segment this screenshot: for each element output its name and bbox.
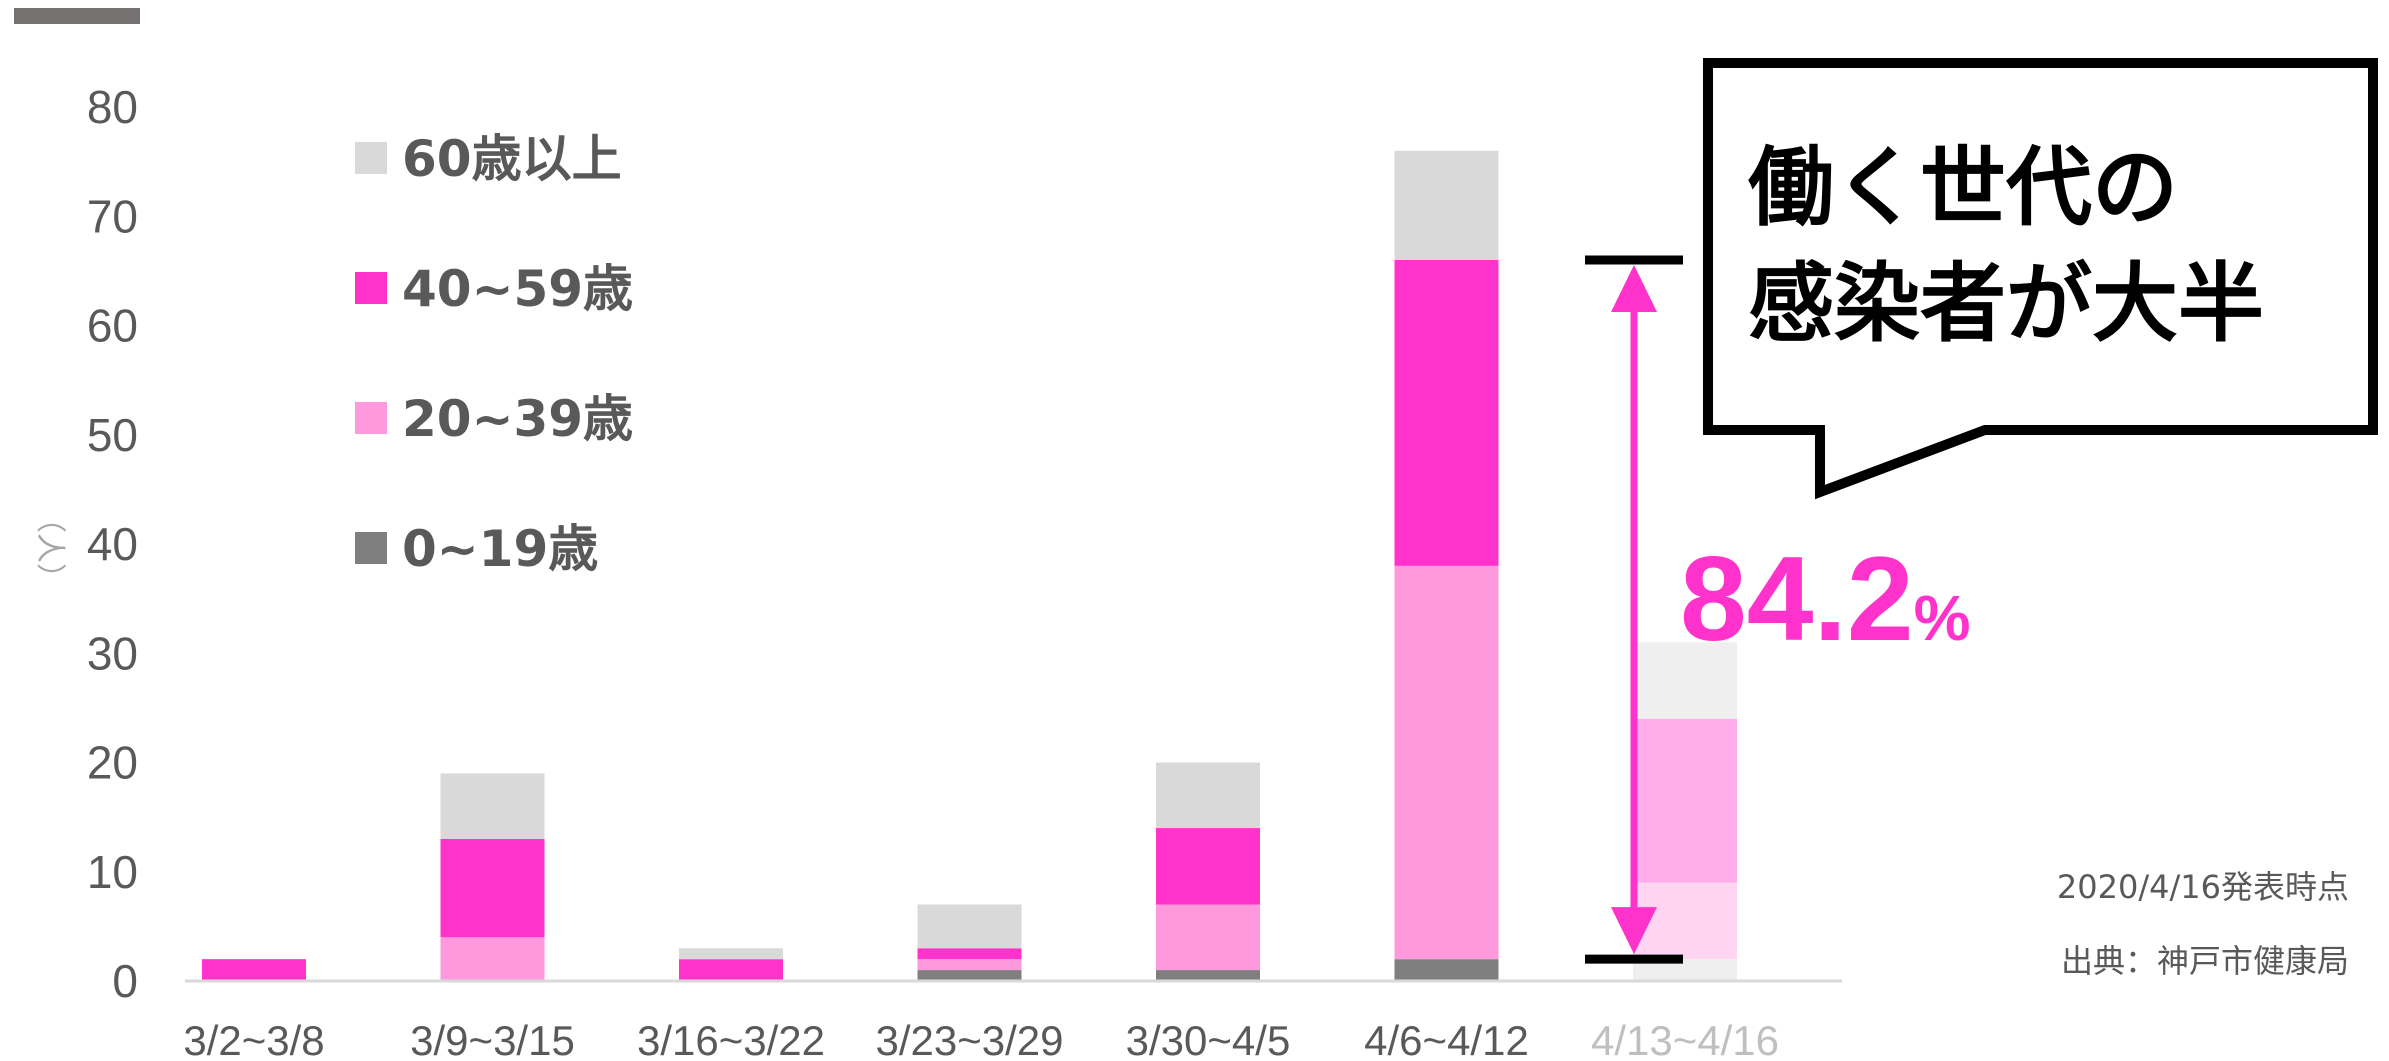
x-axis-ticks: 3/2~3/8 3/9~3/15 3/16~3/22 3/23~3/29 3/30~4/… bbox=[183, 1017, 1779, 1061]
bar-segment bbox=[440, 838, 545, 938]
callout-bubble bbox=[1703, 58, 2378, 500]
bar-segment bbox=[1156, 904, 1260, 971]
bars bbox=[202, 150, 1737, 981]
bracket-arrow-head-up bbox=[1611, 264, 1657, 312]
majority-bracket bbox=[1585, 255, 1683, 964]
bar-segment bbox=[1394, 565, 1499, 960]
legend-swatch-0-19 bbox=[355, 532, 387, 564]
percent-unit: % bbox=[1914, 582, 1971, 654]
bar-segment bbox=[440, 773, 545, 839]
y-tick-label: 60 bbox=[87, 300, 138, 352]
percent-label: 84.2% bbox=[1680, 532, 1970, 666]
bar-segment bbox=[440, 937, 545, 981]
y-tick-label: 50 bbox=[87, 409, 138, 461]
percent-value: 84.2 bbox=[1680, 532, 1914, 666]
bar-faded bbox=[1633, 642, 1737, 981]
x-tick-label: 3/23~3/29 bbox=[875, 1017, 1063, 1061]
legend-label-40-59: 40~59歳 bbox=[402, 260, 633, 318]
bar-segment bbox=[1156, 762, 1260, 829]
bar-segment bbox=[1394, 150, 1499, 260]
y-axis-label: （人） bbox=[32, 503, 67, 593]
legend-label-60-plus: 60歳以上 bbox=[402, 130, 622, 188]
y-tick-label: 10 bbox=[87, 846, 138, 898]
header-bar-fragment bbox=[14, 8, 140, 24]
bar-segment bbox=[1633, 718, 1737, 883]
legend-swatch-60-plus bbox=[355, 142, 387, 174]
x-tick-label: 4/6~4/12 bbox=[1364, 1017, 1529, 1061]
bar-segment bbox=[917, 959, 1022, 971]
y-tick-label: 0 bbox=[112, 955, 138, 1007]
callout-line-2: 感染者が大半 bbox=[1748, 254, 2264, 354]
bar-segment bbox=[1394, 959, 1499, 981]
publication-date-note: 2020/4/16発表時点 bbox=[2057, 868, 2349, 906]
callout-line-1: 働く世代の bbox=[1748, 138, 2178, 238]
y-tick-label: 40 bbox=[87, 518, 138, 570]
y-tick-label: 80 bbox=[87, 81, 138, 133]
x-tick-label: 3/16~3/22 bbox=[637, 1017, 825, 1061]
legend-label-0-19: 0~19歳 bbox=[402, 520, 598, 578]
y-tick-label: 30 bbox=[87, 627, 138, 679]
bar-segment bbox=[1156, 828, 1260, 905]
bar-segment bbox=[679, 948, 783, 960]
bar-segment bbox=[1394, 259, 1499, 566]
x-tick-label: 3/9~3/15 bbox=[410, 1017, 575, 1061]
bar-segment bbox=[1633, 959, 1737, 981]
y-tick-label: 70 bbox=[87, 190, 138, 242]
bar-segment bbox=[917, 904, 1022, 949]
bar-segment bbox=[202, 959, 306, 981]
source-note: 出典：神戸市健康局 bbox=[2061, 942, 2349, 980]
legend-swatch-40-59 bbox=[355, 272, 387, 304]
x-tick-label: 3/2~3/8 bbox=[183, 1017, 324, 1061]
bracket-arrow-head-down bbox=[1611, 907, 1657, 955]
x-tick-label: 3/30~4/5 bbox=[1126, 1017, 1291, 1061]
y-axis-ticks: 0 10 20 30 40 50 60 70 80 bbox=[87, 81, 138, 1007]
x-tick-label: 4/13~4/16 bbox=[1591, 1017, 1779, 1061]
y-tick-label: 20 bbox=[87, 737, 138, 789]
bar-segment bbox=[1633, 882, 1737, 960]
bar-segment bbox=[679, 959, 783, 981]
legend-label-20-39: 20~39歳 bbox=[402, 390, 633, 448]
legend: 60歳以上 40~59歳 20~39歳 0~19歳 bbox=[355, 130, 633, 578]
bar-segment bbox=[1633, 642, 1737, 719]
bar-segment bbox=[917, 948, 1022, 960]
bar-segment bbox=[917, 970, 1022, 981]
bar-segment bbox=[1156, 970, 1260, 981]
legend-swatch-20-39 bbox=[355, 402, 387, 434]
